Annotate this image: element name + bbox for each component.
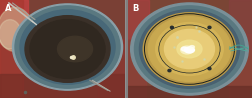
Ellipse shape: [184, 47, 195, 53]
Text: B: B: [132, 4, 138, 13]
Bar: [98, 39, 125, 98]
Circle shape: [131, 3, 248, 95]
Bar: [0, 74, 125, 98]
Circle shape: [208, 67, 211, 70]
Circle shape: [156, 23, 223, 75]
Bar: [127, 39, 146, 98]
Text: A: A: [5, 4, 12, 13]
Bar: [0, 0, 22, 98]
Circle shape: [30, 20, 105, 78]
Bar: [230, 0, 252, 49]
Circle shape: [208, 26, 211, 29]
Circle shape: [168, 69, 171, 72]
Ellipse shape: [57, 36, 92, 62]
Ellipse shape: [190, 46, 195, 49]
Circle shape: [143, 13, 236, 85]
Ellipse shape: [181, 47, 187, 51]
Circle shape: [13, 4, 122, 90]
Circle shape: [148, 17, 231, 81]
Ellipse shape: [181, 46, 193, 54]
Circle shape: [165, 29, 214, 69]
Bar: [0, 0, 27, 44]
Bar: [230, 34, 252, 98]
Circle shape: [170, 26, 173, 29]
Bar: [127, 86, 252, 98]
Ellipse shape: [0, 20, 21, 49]
Ellipse shape: [0, 7, 33, 51]
Circle shape: [134, 6, 244, 92]
Circle shape: [20, 10, 115, 84]
Bar: [127, 0, 149, 39]
Circle shape: [139, 10, 239, 88]
Ellipse shape: [177, 40, 202, 58]
Circle shape: [15, 6, 120, 88]
Circle shape: [25, 16, 110, 82]
